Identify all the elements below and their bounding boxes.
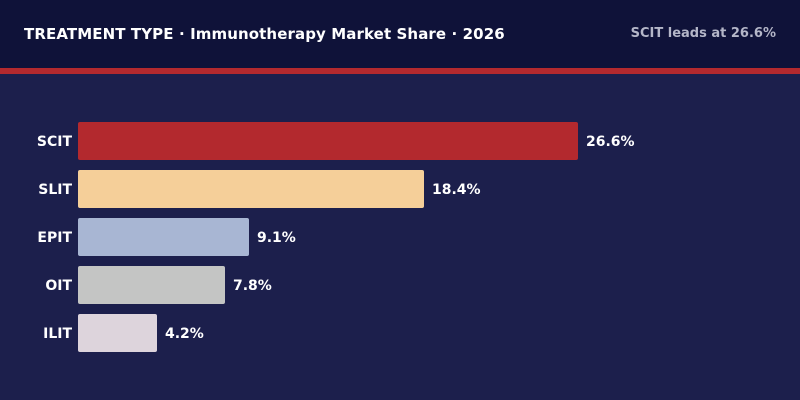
bar-epit — [78, 218, 249, 256]
leader-callout: SCIT leads at 26.6% — [630, 26, 776, 41]
chart-header: TREATMENT TYPE · Immunotherapy Market Sh… — [0, 0, 800, 68]
value-label-epit: 9.1% — [257, 230, 296, 246]
category-label-epit: EPIT — [37, 230, 72, 246]
bar-chart: SCIT 26.6% SLIT 18.4% EPIT 9.1% OIT 7.8% ILIT 4.2… — [37, 122, 635, 352]
accent-rule — [0, 68, 800, 74]
value-label-ilit: 4.2% — [165, 326, 204, 342]
bar-oit — [78, 266, 225, 304]
category-label-oit: OIT — [45, 278, 72, 294]
chart-title: TREATMENT TYPE · Immunotherapy Market Sh… — [24, 25, 505, 43]
value-label-scit: 26.6% — [586, 134, 635, 150]
bar-slit — [78, 170, 424, 208]
value-label-slit: 18.4% — [432, 182, 481, 198]
value-label-oit: 7.8% — [233, 278, 272, 294]
bar-ilit — [78, 314, 157, 352]
category-label-ilit: ILIT — [43, 326, 72, 342]
category-label-slit: SLIT — [38, 182, 72, 198]
bar-scit — [78, 122, 578, 160]
category-label-scit: SCIT — [37, 134, 73, 150]
